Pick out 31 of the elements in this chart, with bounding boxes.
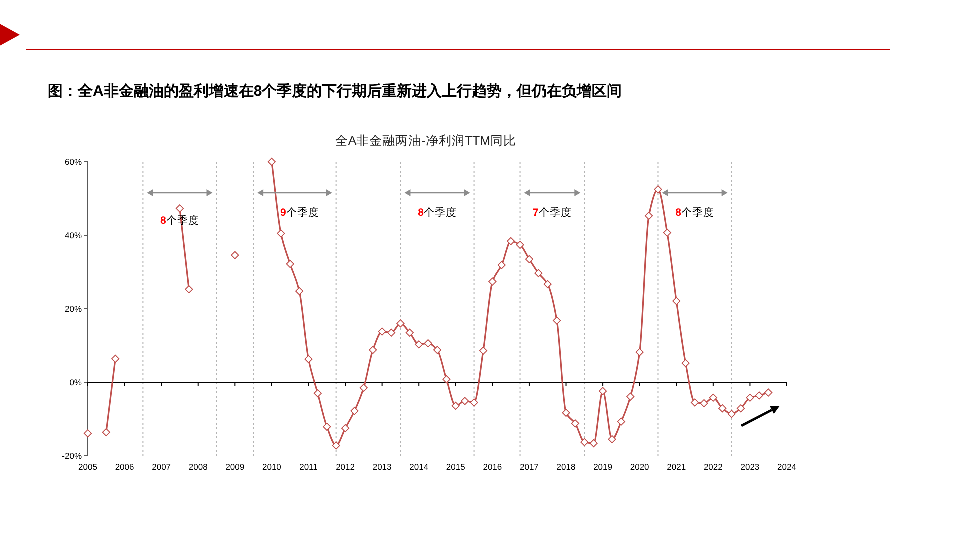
x-tick-label: 2016	[483, 462, 502, 472]
x-tick-label: 2024	[778, 462, 797, 472]
x-tick-label: 2010	[262, 462, 282, 472]
x-tick-label: 2021	[667, 462, 686, 472]
chart-title: 图：全A非金融油的盈利增速在8个季度的下行期后重新进入上行趋势，但仍在负增区间	[48, 82, 622, 100]
x-tick-label: 2009	[226, 462, 245, 472]
x-tick-label: 2013	[372, 462, 392, 472]
x-tick-label: 2023	[740, 462, 760, 472]
x-tick-label: 2020	[630, 462, 650, 472]
x-tick-label: 2019	[594, 462, 613, 472]
x-tick-label: 2007	[152, 462, 172, 472]
y-tick-label: 20%	[64, 304, 82, 314]
x-tick-label: 2008	[188, 462, 208, 472]
annotation: 8个季度	[418, 207, 457, 219]
x-tick-label: 2014	[410, 462, 429, 472]
x-tick-label: 2005	[78, 462, 98, 472]
y-tick-label: -20%	[62, 451, 82, 461]
x-tick-label: 2022	[704, 462, 724, 472]
annotation: 8个季度	[676, 207, 714, 219]
x-tick-label: 2012	[336, 462, 356, 472]
x-tick-label: 2011	[300, 462, 318, 472]
x-tick-label: 2015	[446, 462, 466, 472]
x-tick-label: 2006	[115, 462, 135, 472]
y-tick-label: 60%	[64, 157, 82, 167]
annotation: 7个季度	[533, 207, 572, 219]
y-tick-label: 0%	[70, 378, 82, 388]
annotation: 9个季度	[280, 207, 320, 219]
x-tick-label: 2017	[520, 462, 540, 472]
x-tick-label: 2018	[556, 462, 576, 472]
chart-subtitle: 全A非金融两油-净利润TTM同比	[335, 134, 517, 148]
y-tick-label: 40%	[64, 230, 82, 240]
